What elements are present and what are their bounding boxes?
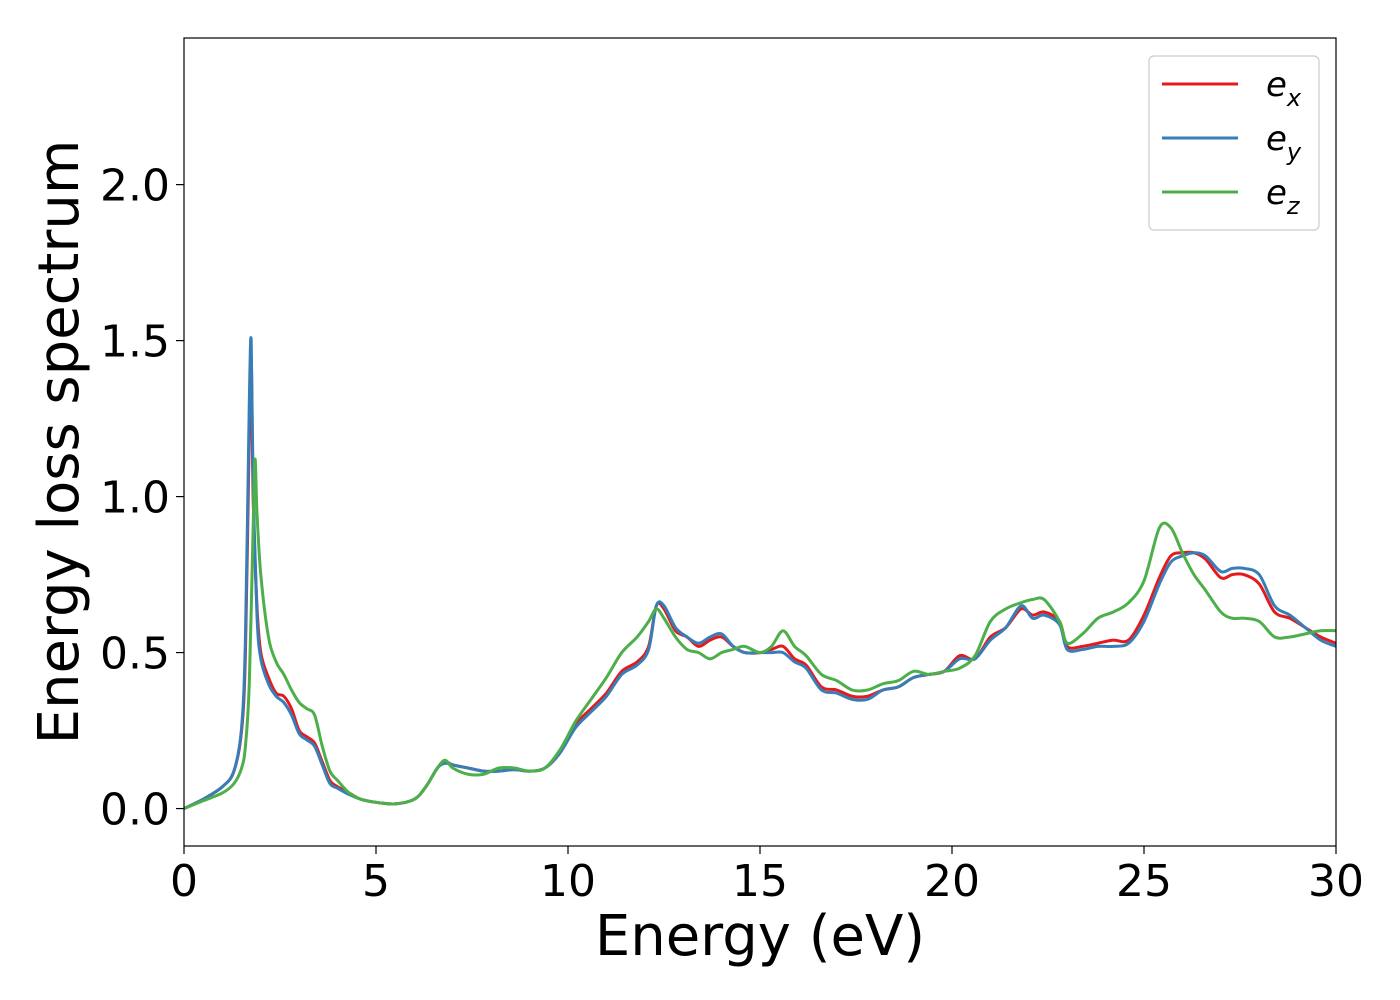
y-tick-label: 0.0 bbox=[100, 785, 170, 836]
legend-label-z: ez bbox=[1266, 173, 1301, 220]
series-line-x bbox=[184, 353, 1336, 810]
x-tick-label: 0 bbox=[170, 856, 198, 907]
x-tick-label: 10 bbox=[540, 856, 596, 907]
series-lines bbox=[184, 336, 1336, 810]
x-axis-ticks: 0 5 10 15 20 25 30 bbox=[170, 846, 1364, 907]
y-axis-ticks: 0.0 0.5 1.0 1.5 2.0 bbox=[100, 161, 184, 836]
y-tick-label: 1.0 bbox=[100, 473, 170, 524]
legend-label-y: ey bbox=[1266, 119, 1302, 166]
x-tick-label: 30 bbox=[1308, 856, 1364, 907]
x-tick-label: 25 bbox=[1116, 856, 1172, 907]
y-axis-label: Energy loss spectrum bbox=[27, 140, 92, 745]
y-tick-label: 1.5 bbox=[100, 317, 170, 368]
y-tick-label: 0.5 bbox=[100, 629, 170, 680]
series-line-y bbox=[184, 336, 1336, 810]
legend-label-x: ex bbox=[1266, 65, 1302, 112]
x-axis-label: Energy (eV) bbox=[595, 904, 925, 969]
x-tick-label: 15 bbox=[732, 856, 788, 907]
series-line-z bbox=[184, 457, 1336, 810]
y-tick-label: 2.0 bbox=[100, 161, 170, 212]
legend-box bbox=[1148, 55, 1320, 231]
x-tick-label: 20 bbox=[924, 856, 980, 907]
x-tick-label: 5 bbox=[362, 856, 390, 907]
legend: ex ey ez bbox=[1148, 55, 1320, 231]
